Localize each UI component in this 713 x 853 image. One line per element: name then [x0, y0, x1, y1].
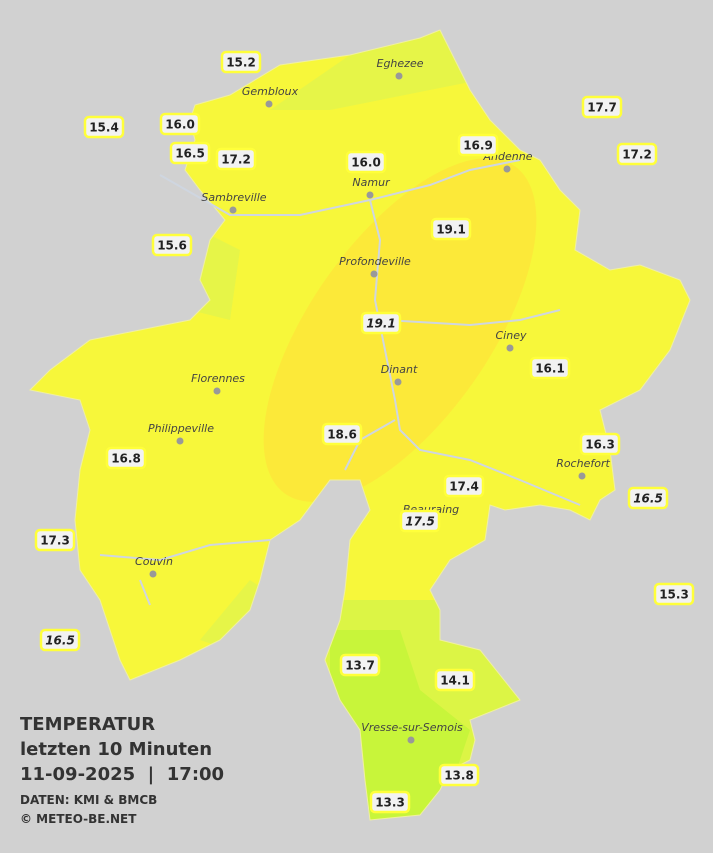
station-value: 19.1 [436, 223, 466, 237]
station-box [151, 233, 193, 257]
datetime: 11-09-2025 | 17:00 [20, 764, 224, 785]
station-value: 13.7 [345, 659, 375, 673]
station-box [345, 150, 387, 174]
station-value: 17.4 [449, 480, 479, 494]
copyright: © METEO-BE.NET [20, 812, 137, 826]
title: TEMPERATUR [20, 714, 155, 735]
station-value: 15.3 [659, 588, 689, 602]
city-dot [395, 72, 403, 80]
station-value: 16.8 [111, 452, 141, 466]
city-dot [176, 437, 184, 445]
city-label: Ciney [496, 329, 527, 342]
city-label: Gembloux [242, 85, 299, 98]
station-value: 15.4 [89, 121, 119, 135]
station-value: 17.2 [622, 148, 652, 162]
subtitle: letzten 10 Minuten [20, 739, 212, 760]
station-box [83, 115, 125, 139]
city-dot [506, 344, 514, 352]
station-box [105, 446, 147, 470]
station-value: 17.2 [221, 153, 251, 167]
station-value: 17.3 [40, 534, 70, 548]
city-label: Florennes [191, 372, 245, 385]
station-value: 15.6 [157, 239, 187, 253]
city-dot [407, 736, 415, 744]
city-dot [394, 378, 402, 386]
station-box [34, 528, 76, 552]
station-box [653, 582, 695, 606]
city-dot [366, 191, 374, 199]
city-label: Eghezee [377, 57, 424, 70]
station-box [627, 486, 669, 510]
station-value: 16.0 [351, 156, 381, 170]
station-box [215, 147, 257, 171]
station-value: 17.5 [405, 515, 435, 529]
station-box [430, 217, 472, 241]
station-box [438, 763, 480, 787]
station-value: 13.8 [444, 769, 474, 783]
station-value: 16.5 [45, 634, 75, 648]
station-box [169, 141, 211, 165]
station-box [39, 628, 81, 652]
city-label: Dinant [381, 363, 418, 376]
station-value: 16.9 [463, 139, 493, 153]
city-label: Namur [352, 176, 391, 189]
station-value: 15.2 [226, 56, 256, 70]
city-dot [503, 165, 511, 173]
station-value: 18.6 [327, 428, 357, 442]
station-box [581, 95, 623, 119]
station-box [399, 509, 441, 533]
city-label: Sambreville [201, 191, 266, 204]
station-box [159, 112, 201, 136]
station-box [443, 474, 485, 498]
station-value: 16.5 [175, 147, 205, 161]
city-dot [213, 387, 221, 395]
station-box [579, 432, 621, 456]
station-value: 16.5 [633, 492, 663, 506]
station-value: 16.1 [535, 362, 565, 376]
station-value: 16.0 [165, 118, 195, 132]
station-box [360, 311, 402, 335]
station-box [434, 668, 476, 692]
city-dot [370, 270, 378, 278]
station-box [321, 422, 363, 446]
station-box [616, 142, 658, 166]
station-box [220, 50, 262, 74]
station-box [457, 133, 499, 157]
station-box [369, 790, 411, 814]
city-dot [265, 100, 273, 108]
city-dot [229, 206, 237, 214]
station-value: 19.1 [366, 317, 396, 331]
city-label: Profondeville [339, 255, 411, 268]
city-label: Vresse-sur-Semois [361, 721, 463, 734]
city-label: Couvin [135, 555, 173, 568]
station-layer: 15.2 15.4 16.0 16.5 17.2 16.0 16.9 17.7 17.2 19.1… [34, 50, 695, 814]
city-label: Philippeville [148, 422, 214, 435]
city-dot [578, 472, 586, 480]
station-value: 16.3 [585, 438, 615, 452]
station-value: 17.7 [587, 101, 617, 115]
station-value: 14.1 [440, 674, 470, 688]
city-dot [149, 570, 157, 578]
station-box [529, 356, 571, 380]
source: DATEN: KMI & BMCB [20, 793, 157, 807]
city-layer: EghezeeGemblouxAndenneNamurSambrevillePr… [135, 57, 610, 744]
city-label: Rochefort [556, 457, 610, 470]
station-box [339, 653, 381, 677]
station-value: 13.3 [375, 796, 405, 810]
